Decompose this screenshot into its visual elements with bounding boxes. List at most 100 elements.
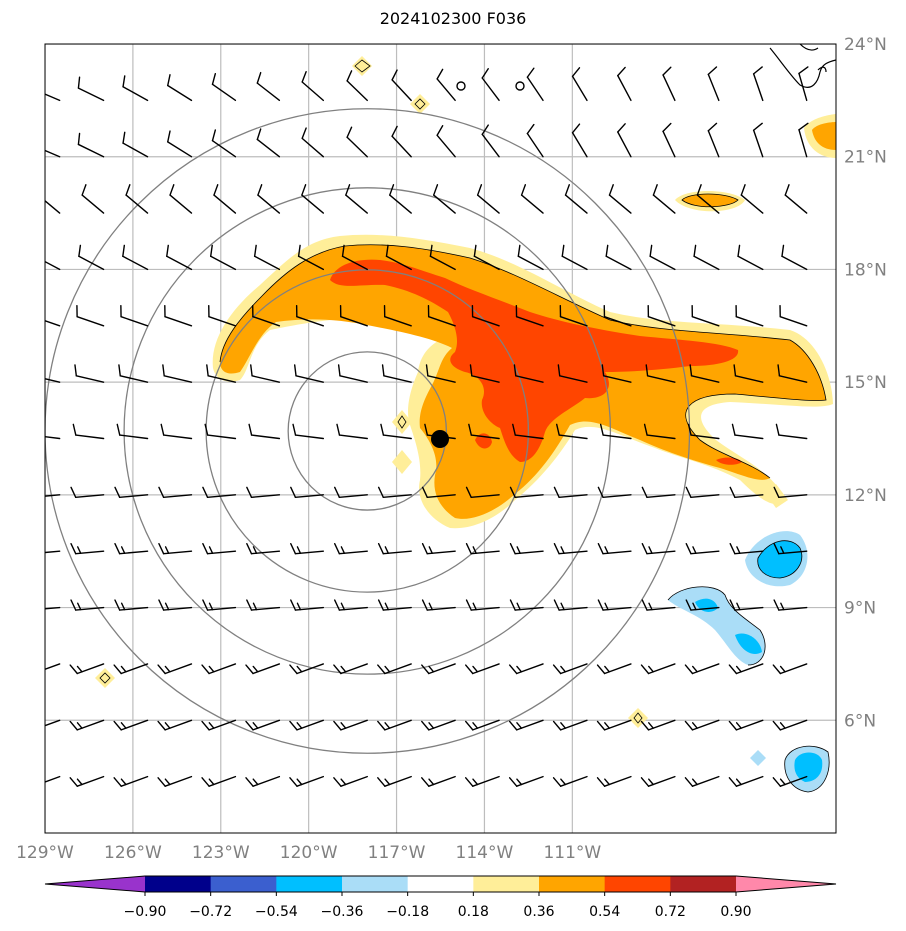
wind-barb — [645, 364, 676, 383]
wind-barb — [601, 364, 632, 383]
wind-barb — [45, 606, 61, 610]
wind-barb — [167, 74, 193, 102]
wind-barb — [45, 719, 61, 727]
storm-center-marker — [431, 430, 449, 448]
wind-barb — [641, 486, 676, 498]
wind-barb — [508, 663, 544, 675]
wind-barb — [333, 775, 368, 787]
wind-barb — [201, 663, 237, 675]
wind-barb — [70, 542, 105, 555]
wind-barb — [206, 364, 237, 383]
wind-barb — [253, 244, 281, 271]
wind-barb — [685, 599, 720, 611]
colorbar-tick-label: 0.36 — [523, 904, 554, 920]
wind-barb — [120, 304, 149, 327]
wind-barb — [552, 775, 588, 787]
wind-barb — [685, 486, 720, 498]
wind-barb — [693, 244, 720, 271]
wind-barb — [246, 486, 281, 498]
wind-barb — [640, 663, 676, 675]
wind-barb — [70, 486, 105, 498]
wind-barb — [204, 423, 237, 440]
colorbar-segment — [473, 876, 540, 892]
wind-barb — [45, 149, 61, 158]
wind-barb — [122, 75, 149, 102]
wind-barb — [476, 184, 500, 214]
latitude-tick-label: 12°N — [844, 486, 887, 506]
wind-barb — [707, 122, 720, 158]
wind-barb — [552, 719, 588, 731]
colorbar-segment — [45, 876, 145, 892]
wind-barb — [292, 423, 325, 440]
colorbar-segment — [276, 876, 343, 892]
colorbar-segment — [210, 876, 277, 892]
wind-barb — [158, 486, 193, 498]
wind-barb — [596, 719, 632, 731]
wind-barb — [552, 663, 588, 675]
wind-barb — [641, 599, 676, 611]
wind-barb — [245, 719, 281, 731]
latitude-tick-label: 21°N — [844, 148, 887, 168]
wind-barb — [798, 66, 809, 102]
negative-anomaly-shading — [668, 531, 830, 792]
wind-barb — [301, 184, 325, 214]
wind-barb — [599, 423, 632, 440]
anomaly-region-light-yellow — [392, 450, 412, 474]
wind-barb — [116, 423, 149, 440]
range-ring — [287, 351, 448, 511]
longitude-tick-label: 123°W — [192, 843, 250, 863]
anomaly-region-cyan — [757, 540, 802, 578]
wind-barb — [81, 184, 105, 214]
calm-wind-marker — [456, 81, 466, 91]
wind-barb — [72, 423, 105, 440]
wind-barb — [114, 486, 149, 498]
latitude-labels: 24°N 21°N 18°N 15°N 12°N 9°N 6°N — [844, 35, 887, 731]
wind-barb — [512, 423, 544, 440]
longitude-tick-label: 126°W — [104, 843, 162, 863]
coastline — [799, 44, 819, 51]
wind-barb — [208, 304, 237, 327]
wind-barb — [508, 775, 544, 787]
wind-barb — [465, 719, 500, 731]
anomaly-region-cyan — [794, 752, 823, 782]
wind-barb — [740, 184, 764, 214]
wind-barb — [685, 542, 720, 555]
wind-barb — [158, 599, 193, 611]
wind-barb — [377, 542, 412, 555]
wind-barb — [256, 128, 281, 158]
wind-barb — [777, 364, 808, 383]
wind-barb — [559, 304, 588, 327]
wind-barb — [164, 304, 193, 327]
wind-barb — [169, 184, 193, 214]
colorbar-tick-label: −0.90 — [124, 904, 167, 920]
wind-barb — [113, 663, 149, 675]
colorbar-tick-label: 0.54 — [589, 904, 620, 920]
wind-barb — [481, 68, 500, 102]
wind-barb — [469, 364, 500, 383]
wind-barb — [290, 599, 325, 611]
wind-barb — [662, 66, 676, 102]
wind-barb — [377, 775, 412, 787]
colorbar-segment — [604, 876, 671, 892]
wind-barb — [334, 542, 368, 555]
wind-barb — [733, 364, 764, 383]
anomaly-region-cyan — [735, 633, 762, 655]
colorbar-tick-label: −0.36 — [321, 904, 364, 920]
wind-barb — [597, 486, 632, 498]
wind-barb — [297, 244, 325, 271]
wind-barb — [245, 775, 281, 787]
wind-barb — [295, 304, 325, 327]
longitude-tick-label: 129°W — [16, 843, 74, 863]
wind-barb — [45, 494, 61, 497]
wind-barb — [561, 244, 588, 271]
wind-barb — [687, 423, 720, 440]
wind-barb — [515, 304, 544, 327]
longitude-tick-label: 111°W — [543, 843, 601, 863]
colorbar-tick-label: 0.18 — [458, 904, 489, 920]
wind-barb — [210, 244, 237, 271]
wind-barb — [118, 364, 149, 383]
wind-barb — [202, 599, 237, 611]
colorbar-tick-label: 0.72 — [655, 904, 686, 920]
wind-barb — [74, 364, 105, 383]
